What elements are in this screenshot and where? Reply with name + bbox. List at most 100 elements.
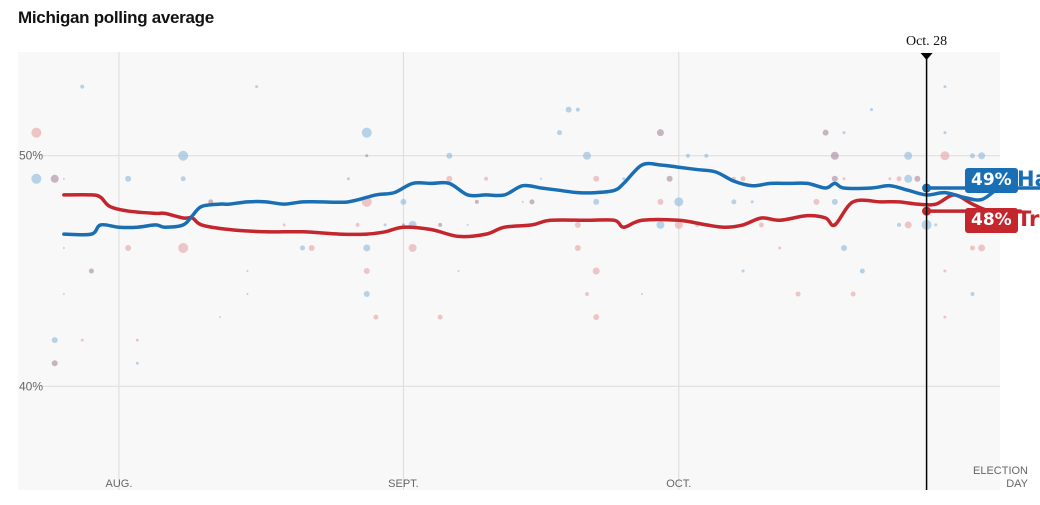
poll-dot [740, 176, 746, 182]
poll-dot [80, 84, 85, 89]
poll-dot [529, 199, 535, 205]
poll-dot [741, 269, 745, 273]
poll-dot [80, 338, 84, 342]
poll-dot [813, 198, 820, 205]
current-date-marker: Oct. 28 [906, 34, 947, 490]
poll-dot [355, 222, 360, 227]
poll-dot [934, 223, 938, 227]
election-day-label: DAY [1006, 478, 1028, 490]
poll-dot [685, 153, 690, 158]
poll-dot [363, 291, 370, 298]
poll-dot [438, 222, 443, 227]
poll-dot [904, 221, 912, 229]
poll-dot [521, 200, 524, 203]
poll-dot [943, 269, 947, 273]
poll-dot [62, 246, 65, 249]
poll-dot [446, 152, 453, 159]
poll-dot [446, 175, 453, 182]
plot-background [18, 52, 1000, 490]
poll-dot [51, 360, 58, 367]
x-tick-label: OCT. [666, 478, 691, 490]
poll-dot [870, 108, 874, 112]
triangle-marker-icon [920, 53, 933, 60]
poll-dot [135, 361, 139, 365]
poll-dot [583, 151, 592, 160]
trump-name-label: Tru [1017, 207, 1040, 231]
poll-dot [940, 151, 950, 161]
poll-dot [125, 244, 132, 251]
poll-dot [178, 242, 189, 253]
poll-dot [540, 177, 543, 180]
poll-dot [641, 293, 644, 296]
y-tick-label: 40% [19, 379, 43, 393]
poll-dot [437, 314, 443, 320]
poll-dot [484, 176, 489, 181]
poll-dot [363, 268, 370, 274]
poll-dot [969, 153, 975, 159]
poll-dot [704, 153, 709, 158]
poll-dot [593, 314, 600, 321]
gridlines [40, 52, 1000, 490]
poll-dot [593, 175, 600, 182]
poll-dot [758, 222, 764, 228]
poll-dot [31, 127, 42, 138]
poll-dot [592, 267, 600, 275]
poll-dot [50, 174, 59, 183]
election-day-label: ELECTION [973, 465, 1028, 477]
poll-dot [656, 220, 665, 229]
poll-dot [363, 244, 371, 252]
poll-dot [896, 176, 902, 182]
harris-percent-badge: 49% [965, 168, 1018, 193]
poll-dot [850, 291, 856, 297]
poll-dot [674, 220, 683, 229]
poll-dot [575, 107, 580, 112]
harris-average-line [62, 161, 1040, 237]
x-tick-label: AUG. [106, 478, 133, 490]
poll-dot [556, 130, 562, 136]
poll-dot [282, 223, 286, 227]
poll-dot [888, 177, 892, 181]
poll-dot [978, 244, 986, 252]
poll-dot [255, 85, 259, 89]
poll-dot [135, 338, 139, 342]
chart-title: Michigan polling average [18, 8, 214, 27]
poll-dot [300, 245, 306, 251]
trump-percent-badge: 48% [965, 208, 1018, 233]
y-tick-label: 50% [19, 149, 43, 163]
poll-dot [842, 177, 846, 181]
poll-dot [180, 176, 186, 182]
poll-dot [585, 292, 590, 297]
x-tick-label: SEPT. [388, 478, 419, 490]
poll-dot [246, 293, 249, 296]
poll-dot [178, 150, 189, 161]
poll-dot [246, 270, 249, 272]
poll-dot [308, 244, 315, 251]
poll-dot [969, 245, 975, 251]
poll-dot [840, 244, 847, 251]
poll-dot [574, 221, 581, 228]
poll-dot [466, 223, 469, 226]
average-lines [62, 161, 1040, 239]
poll-dot [914, 175, 921, 182]
poll-dot [822, 129, 829, 136]
poll-dot [62, 177, 65, 180]
poll-dot [830, 151, 839, 160]
poll-dot [346, 177, 350, 181]
poll-dot [365, 154, 369, 158]
poll-dot [831, 175, 838, 182]
harris-name-label: Ha [1017, 167, 1040, 191]
poll-dots [31, 84, 993, 367]
poll-dot [62, 293, 65, 296]
poll-dot [943, 131, 947, 135]
poll-dot [970, 292, 975, 297]
poll-dot [666, 175, 673, 182]
poll-dot [731, 199, 737, 205]
poll-dot [978, 152, 986, 160]
poll-dot [904, 151, 913, 160]
poll-dot [842, 131, 846, 135]
poll-dot [574, 244, 581, 251]
poll-dot [373, 314, 379, 320]
current-date-label: Oct. 28 [906, 34, 947, 49]
